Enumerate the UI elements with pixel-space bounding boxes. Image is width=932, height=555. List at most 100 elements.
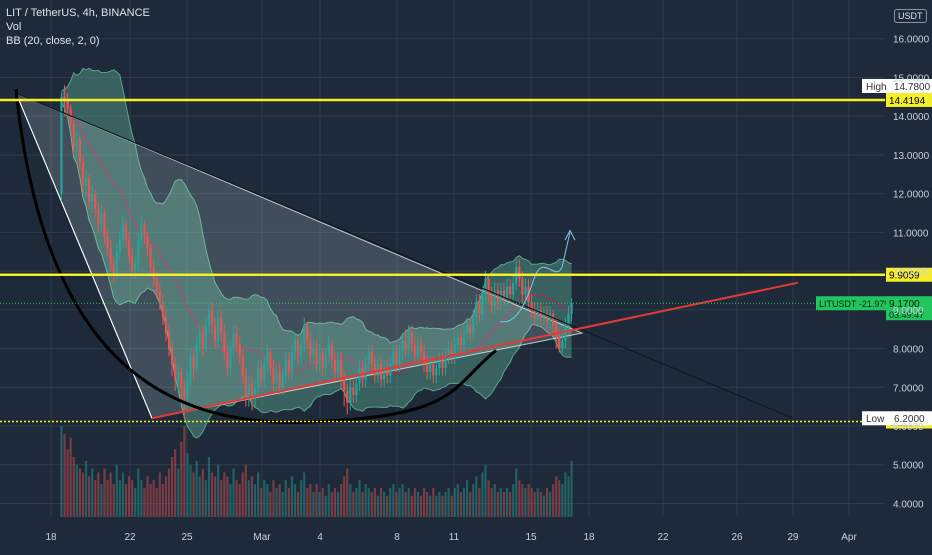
candle-body — [438, 360, 441, 368]
volume-bar — [518, 480, 521, 517]
volume-bar — [527, 484, 530, 517]
y-tick-label: 6.0000 — [893, 422, 924, 433]
drawing-shapes — [15, 92, 584, 419]
candle-body — [207, 309, 211, 326]
candle-body — [401, 340, 404, 353]
volume-bar — [75, 464, 78, 517]
candle-body — [247, 383, 250, 396]
candle-body — [469, 325, 472, 334]
candle-body — [78, 139, 81, 163]
x-tick-label: 15 — [525, 532, 537, 543]
volume-bar — [91, 468, 94, 517]
candle-body — [103, 212, 106, 237]
x-tick-label: 18 — [45, 532, 57, 543]
y-tick-label: 16.0000 — [893, 35, 930, 46]
candle-body — [309, 340, 312, 357]
symbol-title[interactable]: LIT / TetherUS, 4h, BINANCE — [6, 7, 150, 19]
volume-bar — [530, 487, 533, 517]
volume-bar — [103, 468, 106, 517]
volume-bar — [232, 468, 235, 517]
candle-body — [121, 224, 124, 241]
candle-body — [253, 387, 257, 399]
chart-legend: LIT / TetherUS, 4h, BINANCE Vol BB (20, … — [6, 6, 150, 48]
candle-body — [81, 162, 85, 186]
volume-bar — [333, 487, 337, 517]
volume-bar — [198, 476, 201, 517]
volume-bar — [204, 480, 207, 517]
volume-bar — [177, 468, 180, 517]
volume-bar — [389, 487, 392, 517]
candle-body — [453, 344, 456, 357]
bb-lower — [61, 102, 572, 439]
projection-arrow — [564, 229, 576, 241]
volume-bar — [106, 480, 109, 517]
level-tag-bg — [886, 267, 932, 282]
candle-body — [475, 302, 478, 318]
volume-bar — [60, 425, 63, 517]
volume-bar — [438, 491, 441, 517]
indicator-bb[interactable]: BB (20, close, 2, 0) — [6, 35, 100, 47]
volume-bar — [533, 491, 536, 517]
candle-body — [383, 367, 386, 380]
volume-bar — [355, 487, 358, 517]
candle-body — [284, 360, 287, 376]
candle-body — [432, 364, 435, 376]
candle-body — [232, 333, 235, 349]
volume-bar — [435, 495, 438, 517]
last-price-countdown: 03:49:47 — [889, 310, 924, 320]
candle-body — [118, 240, 121, 252]
candle-body — [88, 178, 91, 202]
volume-bar — [481, 472, 484, 517]
currency-unit-button[interactable]: USDT — [894, 9, 927, 23]
candle-body — [478, 302, 481, 314]
volume-bar — [352, 491, 355, 517]
volume-bar — [281, 491, 284, 517]
candle-body — [266, 352, 269, 365]
candle-body — [94, 193, 97, 210]
volume-bar — [570, 460, 573, 517]
candle-body — [220, 317, 223, 334]
candle-body — [545, 313, 549, 322]
volume-bar — [269, 491, 272, 517]
volume-bar — [306, 487, 309, 517]
volume-bar — [558, 480, 561, 517]
volume-bar — [260, 487, 263, 517]
candle-body — [66, 100, 69, 109]
candle-body — [324, 356, 327, 368]
marker-label: High — [866, 82, 887, 93]
candle-body — [300, 344, 303, 357]
volume-bar — [220, 480, 223, 517]
candle-body — [389, 364, 392, 376]
volume-bar — [290, 476, 294, 517]
volume-bar — [555, 476, 558, 517]
volume-bar — [112, 484, 115, 517]
volume-bar — [475, 476, 478, 517]
candle-body — [91, 193, 94, 202]
volume-bar — [330, 491, 333, 517]
x-tick-label: 26 — [731, 532, 743, 543]
volume-bar — [367, 487, 370, 517]
support-trendline — [151, 281, 799, 420]
candle-body — [140, 224, 143, 241]
volume-bar — [192, 472, 195, 517]
volume-bar — [469, 491, 472, 517]
volume-bar — [404, 491, 407, 517]
candle-body — [364, 364, 367, 380]
candle-body — [321, 352, 324, 368]
volume-bar — [395, 491, 398, 517]
y-tick-label: 13.0000 — [893, 151, 930, 162]
candle-body — [149, 247, 152, 268]
x-tick-label: 4 — [317, 532, 323, 543]
candle-body — [146, 236, 149, 248]
candle-body — [290, 352, 294, 372]
candle-body — [127, 240, 131, 256]
volume-bar — [373, 487, 376, 517]
indicator-vol[interactable]: Vol — [6, 21, 22, 33]
candle-body — [505, 286, 509, 299]
volume-bar — [521, 484, 524, 517]
volume-bar — [266, 484, 269, 517]
x-tick-label: 8 — [394, 532, 400, 543]
x-tick-label: 11 — [449, 532, 460, 543]
